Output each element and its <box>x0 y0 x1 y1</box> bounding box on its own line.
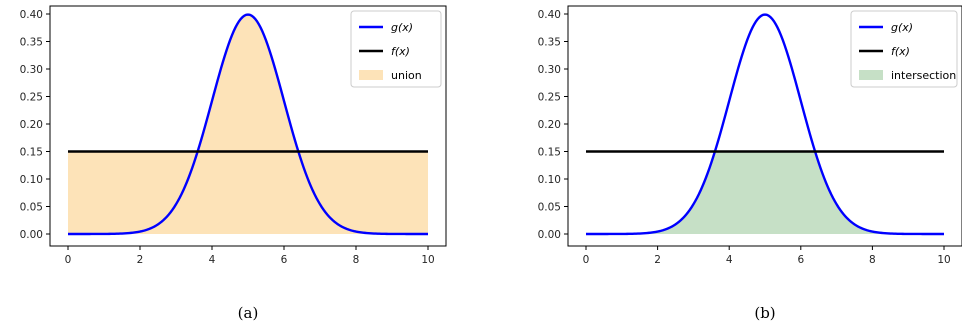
y-tick-label: 0.40 <box>20 9 43 21</box>
legend-entry-fill-swatch <box>859 70 883 80</box>
y-tick-label: 0.30 <box>20 64 43 76</box>
legend-entry-fill-swatch <box>359 70 383 80</box>
axes-frame <box>567 5 962 247</box>
y-tick-label: 0.05 <box>20 201 43 213</box>
y-tick-label: 0.10 <box>538 174 561 186</box>
legend-entry-g-label: g(x) <box>891 21 913 34</box>
series-g-line <box>68 13 428 236</box>
legend-box <box>850 10 958 88</box>
x-tick-label: 10 <box>421 254 434 266</box>
panel-caption: (a) <box>238 304 259 322</box>
x-tick-label: 0 <box>65 254 72 266</box>
legend-entry-g-label: g(x) <box>391 21 413 34</box>
legend-box <box>350 10 442 88</box>
x-tick-label: 4 <box>209 254 216 266</box>
y-tick-label: 0.30 <box>538 64 561 76</box>
x-tick-label: 8 <box>353 254 360 266</box>
x-tick-label: 6 <box>281 254 288 266</box>
chart-panel-2: 0.00 0.05 0.10 0.15 0.20 0.25 0.30 0.35 0.40 0 2 4 6… <box>538 5 962 322</box>
axes-frame <box>49 5 447 247</box>
y-tick-label: 0.15 <box>20 146 43 158</box>
legend: g(x) f(x) intersection <box>850 10 958 88</box>
y-tick-label: 0.25 <box>538 91 561 103</box>
y-tick-label: 0.35 <box>20 36 43 48</box>
y-tick-label: 0.25 <box>20 91 43 103</box>
y-tick-label: 0.40 <box>538 9 561 21</box>
legend-entry-fill-label: intersection <box>891 69 956 82</box>
legend: g(x) f(x) union <box>350 10 442 88</box>
x-tick-label: 8 <box>869 254 876 266</box>
y-tick-label: 0.00 <box>538 229 561 241</box>
y-tick-label: 0.15 <box>538 146 561 158</box>
x-tick-label: 6 <box>797 254 804 266</box>
x-tick-label: 10 <box>937 254 950 266</box>
x-tick-label: 2 <box>137 254 144 266</box>
y-tick-label: 0.10 <box>20 174 43 186</box>
x-tick-label: 0 <box>583 254 590 266</box>
x-tick-label: 2 <box>654 254 661 266</box>
legend-entry-fill-label: union <box>391 69 422 82</box>
y-tick-label: 0.05 <box>538 201 561 213</box>
legend-entry-f-label: f(x) <box>891 45 910 58</box>
panel-caption: (b) <box>754 304 775 322</box>
chart-panel-1: 0.00 0.05 0.10 0.15 0.20 0.25 0.30 0.35 0.40 0 2 4 6… <box>20 5 447 322</box>
y-tick-label: 0.35 <box>538 36 561 48</box>
series-g-line <box>586 13 944 236</box>
fill-union <box>68 14 428 234</box>
y-tick-label: 0.00 <box>20 229 43 241</box>
y-tick-label: 0.20 <box>20 119 43 131</box>
y-tick-label: 0.20 <box>538 119 561 131</box>
x-tick-label: 4 <box>726 254 733 266</box>
fill-intersection <box>586 151 944 234</box>
legend-entry-f-label: f(x) <box>391 45 410 58</box>
